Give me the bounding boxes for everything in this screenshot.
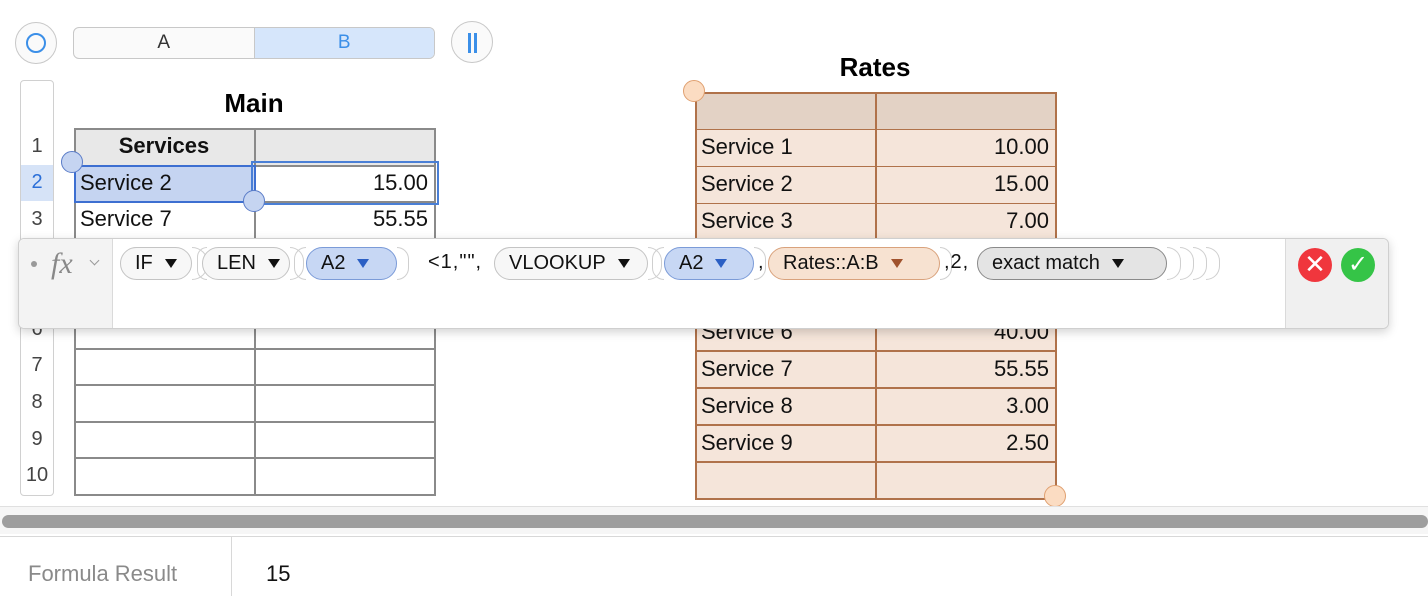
formula-token[interactable]: A2 [664, 247, 754, 280]
tab[interactable]: A [157, 32, 171, 53]
cell-text[interactable]: 15.00 [372, 169, 428, 195]
status-value: 15 [266, 561, 291, 586]
fx-panel: fx [19, 239, 113, 328]
cell-text[interactable]: Service 7 [80, 206, 172, 232]
scroll-track [0, 506, 1428, 534]
row-number: 2 [21, 164, 53, 202]
formula-text: <1,"", [428, 251, 483, 273]
table-handle[interactable] [1044, 485, 1066, 507]
dropdown-arrow [617, 259, 630, 268]
table-title: Main [224, 88, 284, 118]
dropdown-arrow [164, 259, 177, 268]
formula-token[interactable]: LEN [202, 247, 290, 280]
token-text: A2 [321, 252, 346, 274]
circle-button[interactable] [15, 22, 57, 64]
cell-text[interactable]: 55.55 [993, 355, 1049, 381]
nesting-arc [652, 247, 664, 280]
cell-text[interactable]: 15.00 [993, 171, 1049, 197]
row-number: 8 [31, 390, 43, 413]
bullet [31, 261, 37, 267]
confirm-panel: ✕ ✓ [1285, 239, 1388, 328]
pause-button[interactable] [451, 21, 493, 63]
row-number: 7 [31, 354, 43, 377]
cell-text[interactable]: Service 3 [701, 208, 793, 234]
divider [231, 537, 232, 596]
table-title: Rates [839, 52, 911, 82]
token-text: VLOOKUP [509, 252, 606, 274]
row-number: 1 [31, 134, 43, 157]
header-cell: Services [118, 133, 210, 159]
dropdown-arrow [267, 259, 280, 268]
active-cell [251, 160, 439, 206]
cell-text[interactable]: Service 1 [701, 134, 793, 160]
row-number: 9 [31, 427, 43, 450]
selection-handle[interactable] [61, 151, 83, 173]
token-text: Rates::A:B [783, 252, 879, 274]
formula-token[interactable]: exact match [977, 247, 1167, 280]
formula-token[interactable]: A2 [306, 247, 397, 280]
cancel-button[interactable]: ✕ [1298, 248, 1332, 282]
dropdown-arrow [1111, 259, 1124, 268]
dropdown-arrow [357, 259, 370, 268]
status-bar: Formula Result 15 [0, 536, 1428, 596]
cell-text[interactable]: Service 2 [701, 171, 793, 197]
cell-text[interactable]: 3.00 [1006, 392, 1049, 418]
cell-text[interactable]: 7.00 [1006, 208, 1049, 234]
token-text: exact match [992, 252, 1100, 274]
cell-text[interactable]: Service 9 [701, 429, 793, 455]
token-text: LEN [217, 252, 256, 274]
scroll-thumb[interactable] [2, 515, 1428, 528]
formula-token[interactable]: IF [120, 247, 192, 280]
dropdown-arrow [890, 259, 903, 268]
selected-cell [74, 164, 256, 204]
cell-text[interactable]: 2.50 [1006, 429, 1049, 455]
formula-token[interactable]: Rates::A:B [768, 247, 940, 280]
accept-button[interactable]: ✓ [1341, 248, 1375, 282]
chevron [89, 255, 100, 266]
bar-icon [468, 33, 471, 53]
fx-label[interactable]: fx [51, 247, 73, 280]
formula-token[interactable]: VLOOKUP [494, 247, 648, 280]
grid-line [695, 497, 1055, 500]
dropdown-arrow [715, 259, 728, 268]
circle-icon [26, 33, 46, 53]
table-handle[interactable] [683, 80, 705, 102]
formula-text: , [758, 251, 765, 273]
cell-text[interactable]: Service 7 [701, 355, 793, 381]
cell-text[interactable]: Service 8 [701, 392, 793, 418]
token-text: A2 [679, 252, 704, 274]
cell-text[interactable]: 10.00 [993, 134, 1049, 160]
status-label: Formula Result [28, 561, 178, 586]
tab[interactable]: B [253, 28, 434, 58]
row-number: 3 [31, 207, 43, 230]
bar-icon [474, 33, 477, 53]
nesting-arc [294, 247, 306, 280]
row-number: 10 [25, 464, 49, 487]
token-text: IF [135, 252, 153, 274]
cell-text[interactable]: 55.55 [372, 206, 428, 232]
cell-text[interactable]: Service 2 [80, 169, 172, 195]
formula-text: ,2, [944, 251, 970, 273]
selection-handle[interactable] [243, 190, 265, 212]
